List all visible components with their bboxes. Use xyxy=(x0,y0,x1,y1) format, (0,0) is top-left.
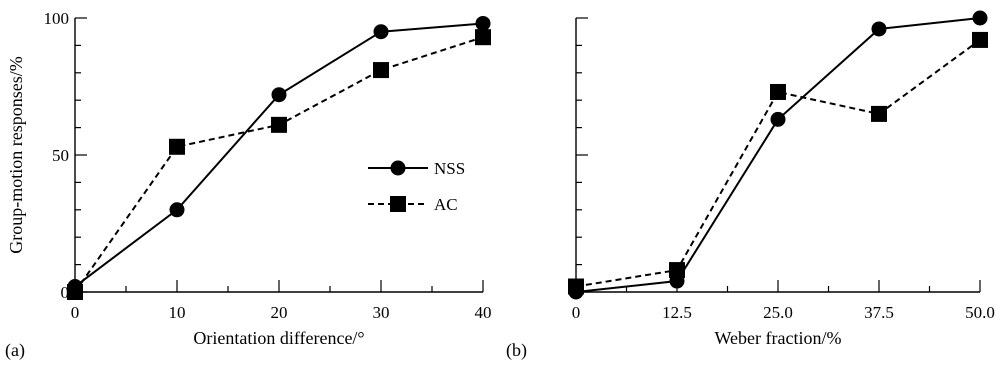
x-tick-label: 40 xyxy=(475,303,492,322)
series-line-ac xyxy=(74,36,484,293)
y-tick-label: 50 xyxy=(52,146,69,165)
x-tick-label: 0 xyxy=(71,303,80,322)
panel-b: 0 12.5 25.0 37.5 50.0 Weber fraction/% (b) xyxy=(506,10,995,361)
legend-item-ac: AC xyxy=(368,195,458,214)
series-line-nss xyxy=(575,17,981,293)
legend-label-nss: NSS xyxy=(434,159,465,178)
data-point-ac xyxy=(169,138,185,155)
x-tick-label: 50.0 xyxy=(965,303,995,322)
legend-marker-ac xyxy=(390,196,406,212)
data-point-nss xyxy=(373,24,389,40)
data-point-nss xyxy=(67,279,83,295)
data-point-nss xyxy=(271,87,287,103)
y-axis-label: Group-motion responses/% xyxy=(6,56,26,253)
data-point-ac xyxy=(373,62,389,79)
data-point-nss xyxy=(972,10,988,26)
legend: NSS AC xyxy=(368,159,465,214)
data-point-nss xyxy=(475,15,491,31)
x-tick-label: 0 xyxy=(572,303,581,322)
x-tick-label: 20 xyxy=(271,303,288,322)
panel-a: 0 50 100 0 10 20 30 40 Orientation difference/° G… xyxy=(5,9,492,361)
x-axis-label: Weber fraction/% xyxy=(715,328,842,348)
y-tick-label: 0 xyxy=(61,283,70,302)
data-point-nss xyxy=(568,284,584,300)
data-point-ac xyxy=(871,105,887,122)
panel-label: (b) xyxy=(506,340,527,361)
data-point-ac xyxy=(271,116,287,133)
legend-marker-nss xyxy=(390,160,406,176)
series-ac xyxy=(568,31,988,295)
series-ac xyxy=(67,29,491,300)
x-tick-label: 37.5 xyxy=(864,303,894,322)
x-tick-label: 25.0 xyxy=(763,303,793,322)
x-tick-label: 12.5 xyxy=(662,303,692,322)
data-point-ac xyxy=(972,31,988,48)
data-point-nss xyxy=(669,273,685,289)
panel-label: (a) xyxy=(5,340,25,361)
legend-item-nss: NSS xyxy=(368,159,465,178)
data-point-nss xyxy=(770,111,786,127)
x-tick-label: 30 xyxy=(373,303,390,322)
data-point-ac xyxy=(475,29,491,46)
data-point-ac xyxy=(770,83,786,100)
data-point-nss xyxy=(169,202,185,218)
series-nss xyxy=(568,10,988,300)
series-nss xyxy=(67,15,491,295)
legend-label-ac: AC xyxy=(434,195,458,214)
series-line-ac xyxy=(575,39,981,288)
data-point-nss xyxy=(871,21,887,37)
y-tick-label: 100 xyxy=(44,9,70,28)
x-tick-label: 10 xyxy=(169,303,186,322)
x-axis-label: Orientation difference/° xyxy=(193,328,364,348)
series-line-nss xyxy=(74,22,484,288)
